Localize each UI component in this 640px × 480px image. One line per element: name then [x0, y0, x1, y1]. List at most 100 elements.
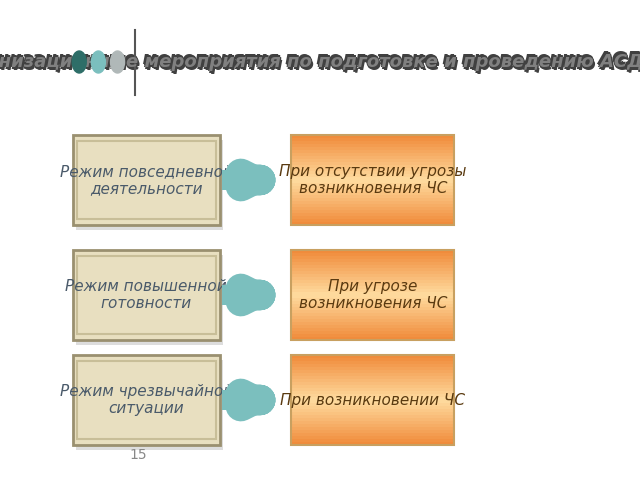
Bar	[231, 170, 237, 190]
Bar	[291, 183, 454, 187]
Bar	[291, 406, 454, 409]
Bar	[291, 207, 454, 211]
Bar	[291, 186, 454, 190]
Bar	[291, 328, 454, 332]
Bar	[76, 255, 223, 345]
Bar	[291, 325, 454, 328]
Bar	[222, 390, 228, 410]
Bar	[291, 250, 454, 253]
Bar	[291, 355, 454, 359]
Bar	[291, 364, 454, 368]
Text: Организационные мероприятия по подготовке и проведению АСДНР: Организационные мероприятия по подготовк…	[0, 56, 640, 74]
Bar	[291, 177, 454, 180]
Bar	[291, 256, 454, 260]
Bar	[291, 310, 454, 313]
Bar	[73, 135, 220, 225]
Text: Организационные мероприятия по подготовке и проведению АСДНР: Организационные мероприятия по подготовк…	[0, 52, 640, 70]
Bar	[291, 250, 454, 340]
Bar	[291, 307, 454, 311]
Bar	[291, 268, 454, 272]
Bar	[291, 141, 454, 144]
Bar	[231, 285, 237, 305]
Bar	[291, 298, 454, 301]
Bar	[76, 360, 223, 450]
Bar	[77, 141, 216, 219]
Bar	[291, 201, 454, 204]
Text: Организационные мероприятия по подготовке и проведению АСДНР: Организационные мероприятия по подготовк…	[0, 51, 640, 69]
Text: При угрозе
возникновения ЧС: При угрозе возникновения ЧС	[299, 279, 447, 311]
Bar	[291, 430, 454, 433]
Bar	[291, 301, 454, 304]
Bar	[291, 289, 454, 292]
Text: Организационные мероприятия по подготовке и проведению АСДНР: Организационные мероприятия по подготовк…	[0, 53, 640, 71]
Bar	[291, 319, 454, 323]
Text: При возникновении ЧС: При возникновении ЧС	[280, 393, 465, 408]
Bar	[291, 253, 454, 256]
Bar	[291, 189, 454, 192]
Bar	[291, 394, 454, 397]
Bar	[291, 280, 454, 284]
Bar	[291, 313, 454, 316]
Bar	[291, 403, 454, 407]
Bar	[291, 271, 454, 275]
Bar	[291, 379, 454, 383]
Bar	[291, 174, 454, 178]
Text: Организационные мероприятия по подготовке и проведению АСДНР: Организационные мероприятия по подготовк…	[0, 54, 640, 72]
Bar	[291, 295, 454, 299]
Bar	[291, 409, 454, 412]
Bar	[291, 337, 454, 340]
Bar	[291, 316, 454, 320]
Bar	[291, 376, 454, 380]
Bar	[291, 195, 454, 199]
Bar	[291, 292, 454, 296]
Bar	[291, 433, 454, 436]
Bar	[291, 144, 454, 147]
Bar	[291, 259, 454, 263]
Bar	[291, 436, 454, 440]
Bar	[291, 421, 454, 424]
Bar	[77, 256, 216, 334]
Bar	[291, 138, 454, 142]
Bar	[291, 385, 454, 388]
Bar	[76, 140, 223, 230]
Bar	[291, 331, 454, 335]
Bar	[291, 442, 454, 445]
Bar	[291, 283, 454, 287]
Text: При отсутствии угрозы
возникновения ЧС: При отсутствии угрозы возникновения ЧС	[279, 164, 467, 196]
Bar	[291, 147, 454, 151]
Bar	[291, 156, 454, 159]
Bar	[77, 361, 216, 439]
Bar	[291, 370, 454, 373]
Bar	[222, 285, 228, 305]
Bar	[291, 274, 454, 277]
Bar	[291, 210, 454, 214]
Circle shape	[92, 51, 106, 73]
Text: Организационные мероприятия по подготовке и проведению АСДНР: Организационные мероприятия по подготовк…	[0, 55, 640, 73]
Bar	[291, 135, 454, 139]
Text: Организационные мероприятия по подготовке и проведению АСДНР: Организационные мероприятия по подготовк…	[0, 50, 640, 68]
Bar	[291, 382, 454, 385]
Bar	[291, 439, 454, 443]
Bar	[291, 334, 454, 337]
Bar	[291, 322, 454, 325]
Bar	[291, 162, 454, 166]
Bar	[291, 418, 454, 421]
Bar	[291, 388, 454, 392]
Bar	[291, 262, 454, 265]
Bar	[291, 397, 454, 400]
Bar	[291, 427, 454, 431]
Bar	[222, 170, 228, 190]
Bar	[291, 198, 454, 202]
Bar	[291, 159, 454, 163]
Bar	[291, 424, 454, 428]
Text: 15: 15	[129, 448, 147, 462]
Bar	[291, 355, 454, 445]
Bar	[291, 304, 454, 308]
Bar	[291, 192, 454, 195]
Bar	[291, 165, 454, 168]
Text: Организационные мероприятия по подготовке и проведению АСДНР: Организационные мероприятия по подготовк…	[0, 51, 640, 69]
Bar	[291, 391, 454, 395]
Bar	[291, 153, 454, 156]
Bar	[231, 390, 237, 410]
Bar	[291, 219, 454, 223]
